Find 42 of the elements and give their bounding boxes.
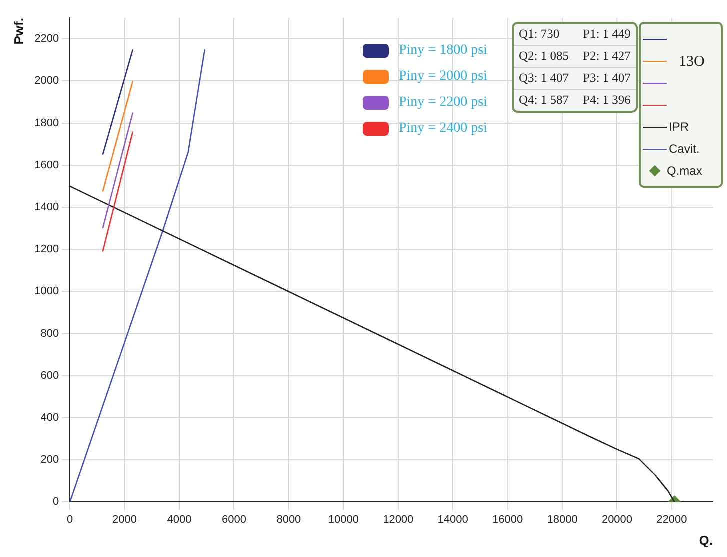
x-axis-title: Q. [699, 532, 713, 548]
y-tick-label: 600 [40, 370, 60, 382]
x-tick-label: 12000 [383, 514, 414, 526]
x-tick-label: 4000 [167, 514, 192, 526]
annotation: P4: 1 396 [583, 93, 631, 108]
y-tick-label: 2000 [34, 75, 60, 88]
y-tick-label: 1200 [34, 244, 60, 256]
x-tick-label: 20000 [602, 514, 633, 526]
y-tick-label: 1400 [34, 202, 60, 214]
legend-label: Piny = 2200 psi [399, 95, 488, 111]
legend-label: Piny = 1800 psi [399, 43, 488, 59]
annotation: Q2: 1 085 [519, 49, 570, 64]
annotation: Q4: 1 587 [519, 93, 570, 108]
x-tick-label: 2000 [112, 514, 138, 526]
annotation: Q3: 1 407 [519, 71, 570, 86]
y-tick-label: 2200 [34, 33, 60, 46]
y-tick-label: 800 [40, 328, 60, 340]
x-tick-label: 22000 [656, 514, 688, 526]
y-tick-label: 1800 [34, 117, 60, 130]
annotation: P1: 1 449 [583, 27, 631, 42]
legend-label: Piny = 2000 psi [399, 69, 488, 85]
legend-label: Q.max [667, 164, 702, 178]
x-tick-label: 18000 [547, 514, 578, 526]
x-tick-label: 6000 [222, 514, 246, 526]
x-tick-label: 16000 [492, 514, 524, 526]
y-tick-label: 1000 [34, 286, 60, 298]
y-axis-title: Pwf. [11, 18, 26, 45]
y-tick-label: 0 [52, 496, 60, 508]
annotation: P2: 1 427 [583, 49, 631, 64]
y-tick-label: 200 [40, 454, 60, 466]
legend-label: Piny = 2400 psi [399, 121, 488, 137]
legend-label: Cavit. [669, 142, 700, 156]
x-tick-label: 10000 [328, 514, 359, 526]
x-tick-label: 0 [67, 514, 74, 526]
legend-title: 13O [679, 54, 705, 71]
y-tick-label: 400 [40, 412, 60, 424]
y-tick-label: 1600 [34, 159, 60, 172]
x-tick-label: 8000 [276, 514, 302, 526]
annotation: Q1: 730 [519, 27, 561, 42]
legend-label: IPR [669, 120, 690, 134]
x-tick-label: 14000 [438, 514, 468, 526]
annotation: P3: 1 407 [583, 71, 631, 86]
